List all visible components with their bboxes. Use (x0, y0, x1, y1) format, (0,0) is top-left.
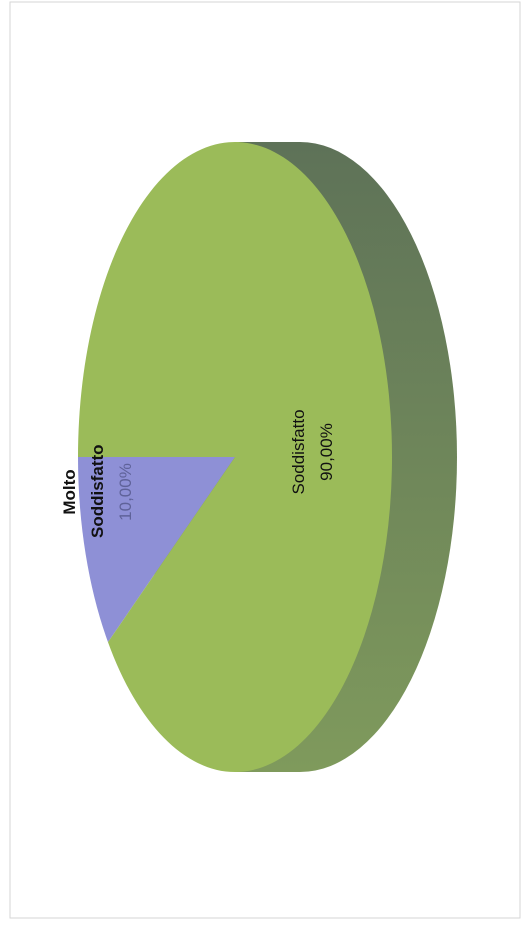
category-label: Molto Soddisfatto (60, 444, 107, 539)
pie-slice (78, 457, 235, 643)
category-label: Soddisfatto (289, 409, 308, 495)
value-label: 10,00% (116, 463, 135, 521)
data-label: Molto Soddisfatto 10,00% (56, 444, 140, 539)
pie (78, 142, 457, 773)
pie-slice (78, 142, 392, 773)
value-label: 90,00% (317, 423, 336, 481)
data-label: Soddisfatto 90,00% (285, 392, 341, 512)
frame (9, 1, 521, 919)
